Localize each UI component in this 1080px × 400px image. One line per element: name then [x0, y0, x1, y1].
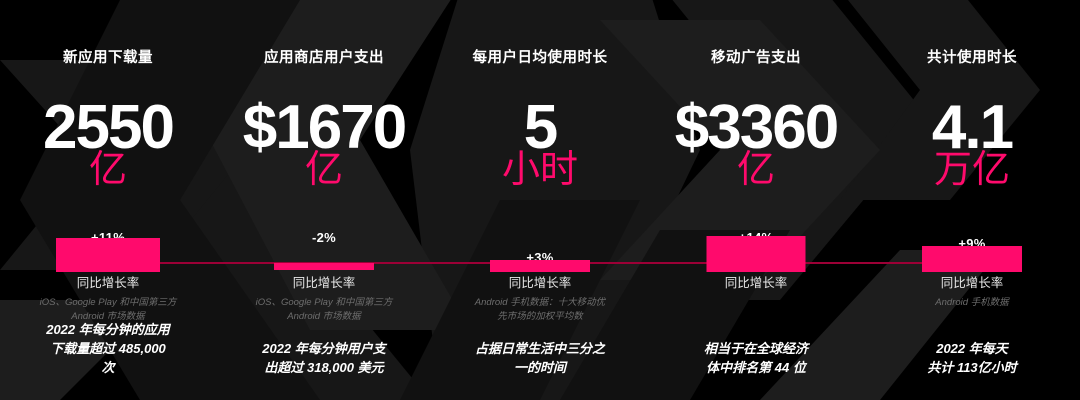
metric-column-2: 应用商店用户支出 $1670 亿 -2% 同比增长率 iOS、Google Play 和中… — [216, 0, 432, 400]
metric-kicker: 每用户日均使用时长 — [472, 50, 608, 66]
growth-bar — [922, 246, 1022, 272]
growth-bar-group: -2% — [216, 228, 432, 272]
source-note: Android 手机数据 — [935, 297, 1009, 308]
growth-bar — [490, 260, 590, 272]
growth-bar — [274, 263, 374, 270]
metric-footnote: 相当于在全球经济 体中排名第 44 位 — [703, 341, 808, 376]
metric-unit: 亿 — [736, 149, 775, 191]
growth-caption: 同比增长率 — [508, 276, 572, 290]
metric-kicker: 新应用下载量 — [63, 50, 153, 66]
metric-kicker: 移动广告支出 — [711, 50, 801, 66]
growth-caption: 同比增长率 — [724, 276, 788, 290]
growth-bar-group: +3% — [432, 228, 648, 272]
metric-unit: 亿 — [304, 149, 343, 191]
metric-unit: 小时 — [501, 149, 578, 191]
metric-column-5: 共计使用时长 4.1 万亿 +9% 同比增长率 Android 手机数据 2022 年每天 … — [864, 0, 1080, 400]
metric-kicker: 应用商店用户支出 — [264, 50, 384, 66]
metric-column-3: 每用户日均使用时长 5 小时 +3% 同比增长率 Android 手机数据：十大移动优 先… — [432, 0, 648, 400]
growth-bar-group: +14% — [648, 228, 864, 272]
growth-caption: 同比增长率 — [76, 276, 140, 290]
growth-bar-group: +11% — [0, 228, 216, 272]
source-note: Android 手机数据：十大移动优 先市场的加权平均数 — [474, 297, 606, 323]
metric-unit: 万亿 — [933, 149, 1010, 191]
growth-bar-group: +9% — [864, 228, 1080, 272]
growth-bar — [56, 238, 160, 272]
metric-footnote: 占据日常生活中三分之 一的时间 — [474, 341, 605, 376]
growth-bar — [706, 236, 806, 272]
metric-footnote: 2022 年每天 共计 113亿小时 — [927, 341, 1017, 376]
metric-kicker: 共计使用时长 — [927, 50, 1017, 66]
growth-caption: 同比增长率 — [940, 276, 1004, 290]
source-note: iOS、Google Play 和中国第三方 Android 市场数据 — [255, 297, 393, 323]
growth-bar-label: -2% — [311, 230, 337, 245]
metric-unit: 亿 — [88, 149, 127, 191]
metric-footnote: 2022 年每分钟用户支 出超过 318,000 美元 — [262, 341, 386, 376]
growth-caption: 同比增长率 — [292, 276, 356, 290]
metric-footnote: 2022 年每分钟的应用 下载量超过 485,000 次 — [46, 322, 170, 376]
source-note: iOS、Google Play 和中国第三方 Android 市场数据 — [39, 297, 177, 323]
